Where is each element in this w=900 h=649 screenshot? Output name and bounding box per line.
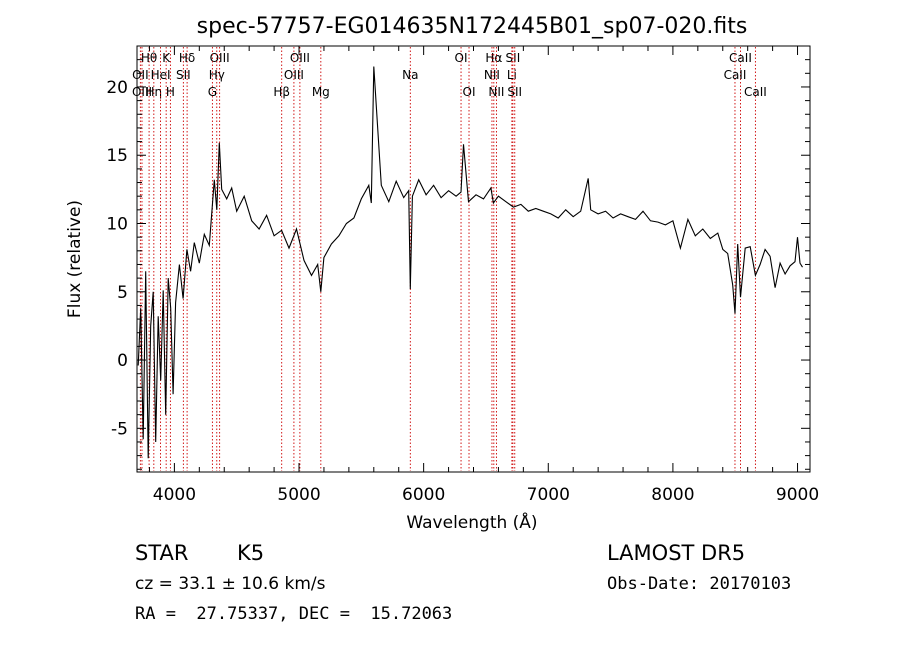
line-label-13: OIII bbox=[284, 68, 304, 82]
line-label-17: OI bbox=[455, 51, 468, 65]
line-label-23: Li bbox=[507, 68, 517, 82]
y-tick-label-0: 0 bbox=[117, 351, 128, 371]
line-label-26: CaII bbox=[724, 68, 747, 82]
y-tick-label-20: 20 bbox=[106, 78, 128, 98]
y-tick-label-15: 15 bbox=[106, 146, 128, 166]
observation-date: Obs-Date: 20170103 bbox=[607, 574, 792, 594]
x-tick-label-7000: 7000 bbox=[527, 485, 570, 505]
line-label-19: Hα bbox=[485, 51, 502, 65]
line-label-4: K bbox=[162, 51, 171, 65]
spectrum-line bbox=[137, 66, 803, 459]
line-label-16: Na bbox=[402, 68, 418, 82]
x-tick-label-6000: 6000 bbox=[402, 485, 445, 505]
redshift-velocity: cz = 33.1 ± 10.6 km/s bbox=[135, 574, 326, 594]
line-label-21: NII bbox=[488, 85, 504, 99]
line-label-15: Mg bbox=[312, 85, 330, 99]
x-tick-label-5000: 5000 bbox=[277, 485, 320, 505]
y-tick-label-5: 5 bbox=[117, 283, 128, 303]
line-label-27: CaII bbox=[744, 85, 767, 99]
line-label-5: HeI bbox=[151, 68, 171, 82]
line-label-22: SII bbox=[506, 51, 521, 65]
line-label-9: OIII bbox=[210, 51, 230, 65]
x-tick-label-8000: 8000 bbox=[651, 485, 694, 505]
line-label-1: OII bbox=[132, 68, 149, 82]
chart-title: spec-57757-EG014635N172445B01_sp07-020.f… bbox=[197, 14, 748, 39]
survey-name: LAMOST DR5 bbox=[607, 541, 746, 565]
line-label-0: Hθ bbox=[141, 51, 157, 65]
line-label-14: Hβ bbox=[273, 85, 290, 99]
x-tick-label-9000: 9000 bbox=[776, 485, 819, 505]
line-label-20: NII bbox=[484, 68, 500, 82]
line-label-11: G bbox=[208, 85, 217, 99]
line-label-12: OIII bbox=[290, 51, 310, 65]
line-label-8: SII bbox=[176, 68, 191, 82]
y-axis-label: Flux (relative) bbox=[65, 200, 85, 318]
plot-frame bbox=[136, 45, 811, 473]
line-label-6: H bbox=[166, 85, 175, 99]
coordinates: RA = 27.75337, DEC = 15.72063 bbox=[135, 604, 453, 624]
line-label-3: Hη bbox=[146, 85, 163, 99]
y-tick-label--5: -5 bbox=[111, 419, 128, 439]
line-label-24: SII bbox=[507, 85, 522, 99]
line-label-18: OI bbox=[463, 85, 476, 99]
object-class: STAR bbox=[135, 541, 189, 565]
spectrum-series bbox=[137, 66, 803, 459]
line-label-7: Hδ bbox=[179, 51, 195, 65]
x-tick-label-4000: 4000 bbox=[153, 485, 196, 505]
y-tick-label-10: 10 bbox=[106, 215, 128, 235]
object-subclass: K5 bbox=[237, 541, 265, 565]
line-label-10: Hγ bbox=[209, 68, 225, 82]
axes: 4000 5000 6000 7000 8000 9000 -5 0 5 10 15 20 bbox=[106, 45, 819, 505]
line-label-25: CaII bbox=[729, 51, 752, 65]
x-axis-label: Wavelength (Å) bbox=[406, 511, 537, 533]
